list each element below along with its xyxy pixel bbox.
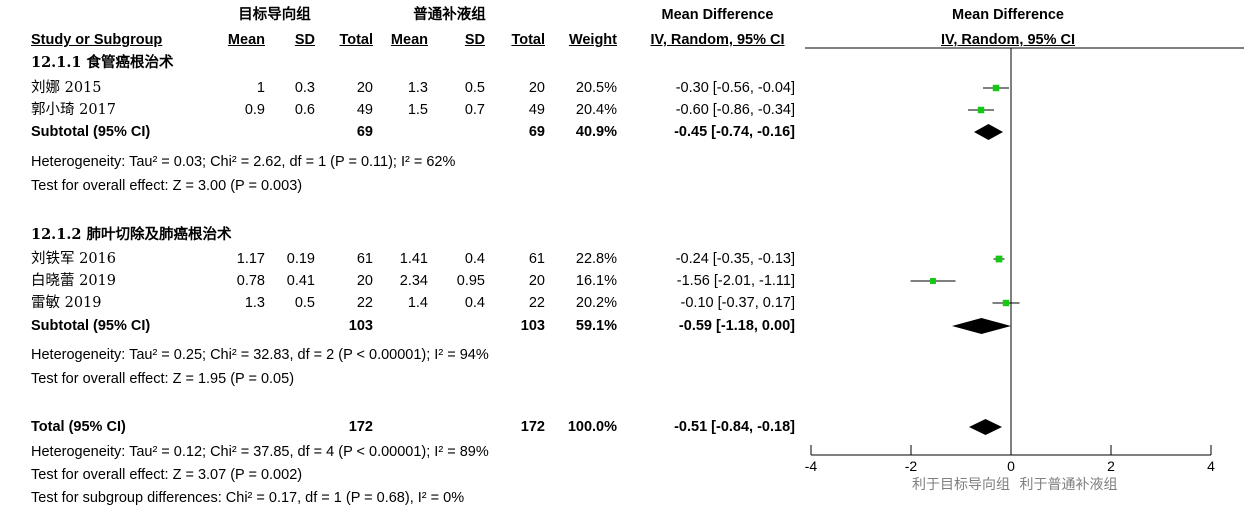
study-column-header: Study or Subgroup [31,32,163,48]
subtotal-n1: 69 [356,124,373,140]
subtotal-label: Subtotal (95% CI) [31,124,151,140]
weight-value: 20.5% [575,80,617,96]
sd2-value: 0.4 [464,251,485,267]
heterogeneity-text: Heterogeneity: Tau² = 0.25; Chi² = 32.83… [31,347,489,363]
x-tick-label: 2 [1107,458,1115,474]
total-weight: 100.0% [567,419,617,435]
total1-header: Total [339,32,373,48]
total2-value: 22 [528,295,545,311]
study-name: 刘铁军 2016 [31,251,117,267]
total1-value: 61 [356,251,373,267]
pooled-diamond [952,318,1011,334]
total-overall-effect-text: Test for overall effect: Z = 3.07 (P = 0… [31,467,303,483]
subtotal-weight: 40.9% [575,124,617,140]
overall-effect-text: Test for overall effect: Z = 1.95 (P = 0… [31,371,295,387]
subgroup-title: 12.1.2 肺叶切除及肺癌根治术 [31,226,232,243]
study-name: 郭小琦 2017 [31,102,117,118]
md-method-header: IV, Random, 95% CI [650,32,785,48]
total2-value: 49 [528,102,545,118]
study-marker [1002,299,1010,307]
subtotal-n2: 69 [528,124,545,140]
subtotal-ci-text: -0.45 [-0.74, -0.16] [674,124,795,140]
overall-effect-text: Test for overall effect: Z = 3.00 (P = 0… [31,178,303,194]
x-tick-label: 4 [1207,458,1215,474]
sd1-value: 0.5 [294,295,315,311]
md-title-header: Mean Difference [661,7,774,23]
total-n2: 172 [520,419,545,435]
study-marker [992,84,1000,92]
pooled-diamond [974,124,1003,140]
mean2-value: 1.4 [407,295,428,311]
study-marker [995,255,1003,263]
total2-value: 61 [528,251,545,267]
sd2-value: 0.4 [464,295,485,311]
plot-title-header: Mean Difference [951,7,1064,23]
total1-value: 20 [356,80,373,96]
group2-header: 普通补液组 [413,6,486,23]
subtotal-n1: 103 [348,318,373,334]
study-name: 刘娜 2015 [31,80,102,96]
weight-header: Weight [568,32,617,48]
sd2-header: SD [464,32,485,48]
total-heterogeneity-text: Heterogeneity: Tau² = 0.12; Chi² = 37.85… [31,444,489,460]
ci-text: -0.24 [-0.35, -0.13] [675,251,795,267]
weight-value: 22.8% [575,251,617,267]
mean1-value: 1 [256,80,265,96]
mean2-value: 1.3 [407,80,428,96]
ci-text: -1.56 [-2.01, -1.11] [676,273,795,289]
subtotal-n2: 103 [520,318,545,334]
plot-method-header: IV, Random, 95% CI [940,32,1076,48]
sd1-value: 0.3 [294,80,315,96]
x-tick-label: -4 [805,458,818,474]
ci-text: -0.60 [-0.86, -0.34] [675,102,795,118]
total-label: Total (95% CI) [31,419,126,435]
mean2-value: 2.34 [399,273,428,289]
mean1-value: 1.17 [236,251,265,267]
subgroup-title: 12.1.1 食管癌根治术 [31,54,174,71]
sd1-value: 0.19 [286,251,315,267]
sd1-value: 0.6 [294,102,315,118]
pooled-diamond [969,419,1002,435]
total1-value: 22 [356,295,373,311]
subtotal-label: Subtotal (95% CI) [31,318,151,334]
mean2-value: 1.5 [407,102,428,118]
total2-value: 20 [528,273,545,289]
group1-header: 目标导向组 [238,6,311,23]
mean1-value: 0.9 [244,102,265,118]
mean1-header: Mean [227,32,265,48]
total-n1: 172 [348,419,373,435]
weight-value: 20.4% [575,102,617,118]
x-tick-label: -2 [905,458,918,474]
sd2-value: 0.5 [464,80,485,96]
weight-value: 20.2% [575,295,617,311]
favours-right-label: 利于普通补液组 [1020,477,1118,493]
sd2-value: 0.95 [456,273,485,289]
total1-value: 20 [356,273,373,289]
mean1-value: 1.3 [244,295,265,311]
mean2-header: Mean [390,32,428,48]
mean1-value: 0.78 [236,273,265,289]
study-marker [977,106,985,114]
mean2-value: 1.41 [399,251,428,267]
total1-value: 49 [356,102,373,118]
total2-value: 20 [528,80,545,96]
sd2-value: 0.7 [464,102,485,118]
sd1-header: SD [294,32,315,48]
ci-text: -0.30 [-0.56, -0.04] [675,80,795,96]
sd1-value: 0.41 [286,273,315,289]
ci-text: -0.10 [-0.37, 0.17] [680,295,795,311]
subtotal-ci-text: -0.59 [-1.18, 0.00] [678,318,795,334]
study-marker [930,278,936,284]
weight-value: 16.1% [575,273,617,289]
subtotal-weight: 59.1% [575,318,617,334]
x-tick-label: 0 [1007,458,1015,474]
heterogeneity-text: Heterogeneity: Tau² = 0.03; Chi² = 2.62,… [31,154,456,170]
subgroup-differences-text: Test for subgroup differences: Chi² = 0.… [31,490,465,506]
total-ci-text: -0.51 [-0.84, -0.18] [674,419,795,435]
study-name: 雷敏 2019 [31,295,102,311]
study-name: 白晓蕾 2019 [31,273,117,289]
favours-left-label: 利于目标导向组 [912,477,1010,493]
total2-header: Total [511,32,545,48]
